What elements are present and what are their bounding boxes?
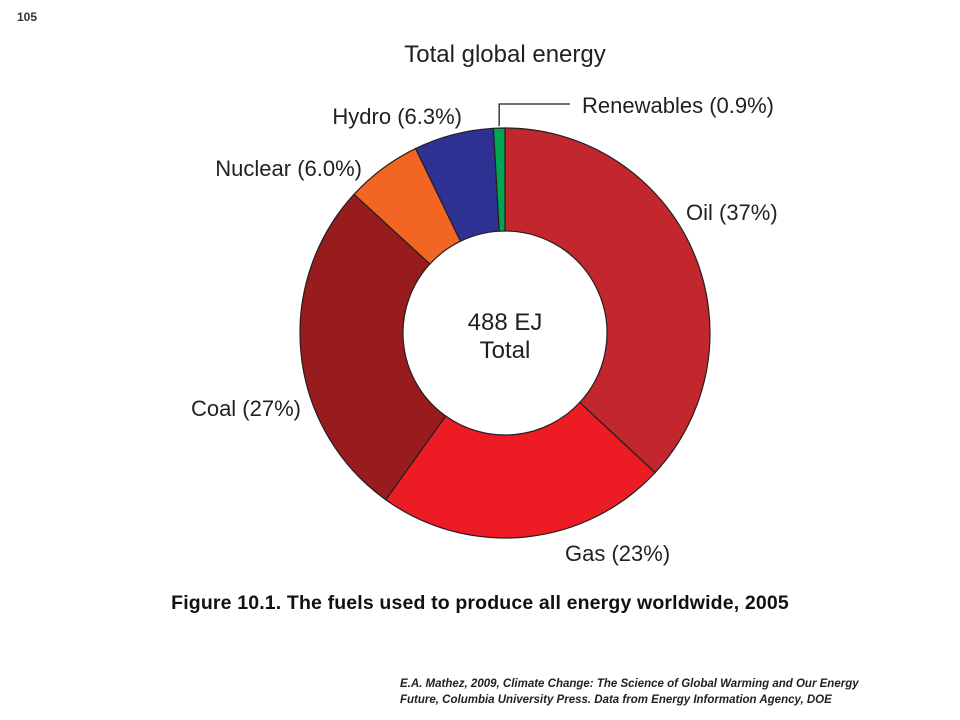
slice-coal (299, 193, 447, 501)
slice-oil (504, 127, 711, 474)
leader-line-renewables (498, 103, 570, 127)
page-number: 105 (17, 10, 38, 24)
slice-label-nuclear: Nuclear (6.0%) (215, 156, 362, 181)
slice-label-hydro: Hydro (6.3%) (332, 104, 462, 129)
chart-title: Total global energy (404, 41, 605, 68)
label-leader-lines (498, 103, 570, 127)
slice-renewables (492, 127, 506, 232)
slice-label-oil: Oil (37%) (686, 200, 778, 225)
slice-gas (384, 401, 656, 539)
slice-label-coal: Coal (27%) (191, 396, 301, 421)
center-total-value: 488 EJ (468, 309, 543, 336)
slice-label-gas: Gas (23%) (565, 541, 670, 566)
source-line-2: Future, Columbia University Press. Data … (400, 694, 832, 706)
source-citation: E.A. Mathez, 2009, Climate Change: The S… (400, 676, 945, 708)
donut-slices (299, 127, 711, 539)
center-total-label: Total (480, 337, 531, 364)
slice-labels: Oil (37%) Gas (23%) Coal (27%) Nuclear (6.0… (191, 93, 778, 566)
slice-label-renewables: Renewables (0.9%) (582, 93, 774, 118)
source-line-1: E.A. Mathez, 2009, Climate Change: The S… (400, 678, 859, 690)
figure-caption: Figure 10.1. The fuels used to produce a… (171, 592, 789, 614)
donut-chart: Total global energy Oil (37%) Gas (23%) Co… (191, 41, 778, 566)
